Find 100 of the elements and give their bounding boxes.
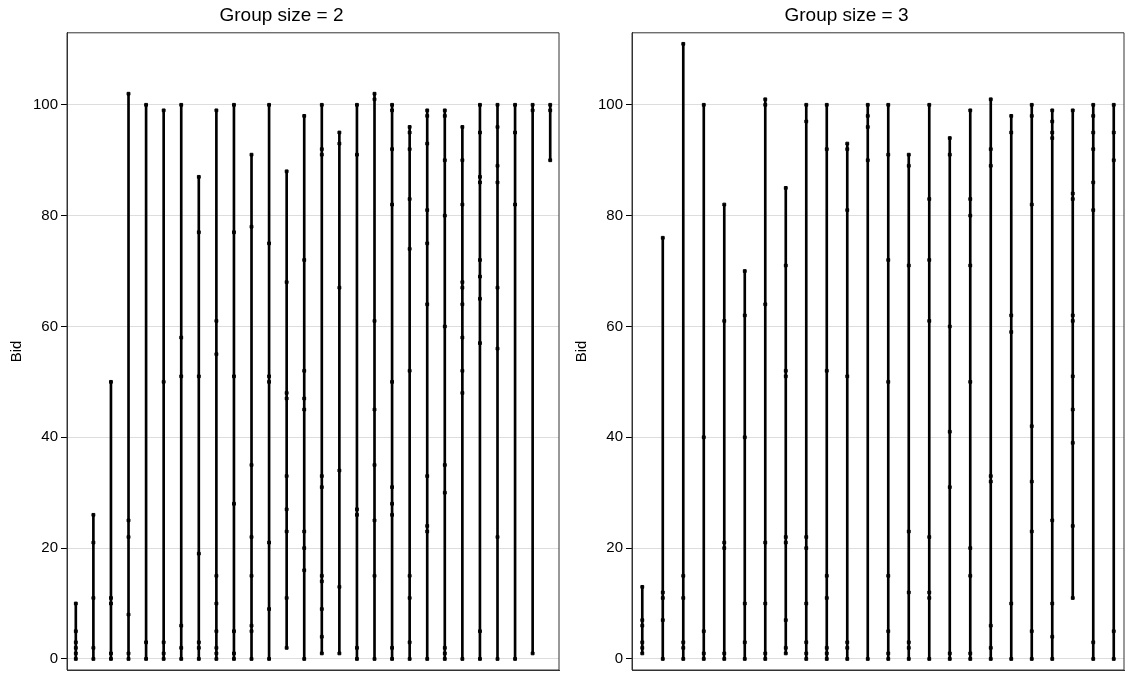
point <box>478 629 482 634</box>
point <box>763 102 768 107</box>
point <box>968 197 973 201</box>
point <box>126 657 131 661</box>
point <box>284 474 289 478</box>
point <box>109 596 113 600</box>
point <box>1029 529 1034 534</box>
point <box>73 657 78 661</box>
point <box>845 374 850 379</box>
y-tick-label: 80 <box>41 205 59 223</box>
point <box>267 102 271 107</box>
point <box>495 163 500 168</box>
point <box>73 640 78 645</box>
point <box>284 529 289 534</box>
point <box>1029 424 1034 429</box>
point <box>530 108 535 113</box>
bar <box>907 154 911 659</box>
point <box>968 108 973 113</box>
point <box>640 584 645 589</box>
point <box>372 407 377 412</box>
point <box>196 657 201 661</box>
point <box>1009 313 1014 318</box>
point <box>783 186 788 190</box>
point <box>179 335 184 340</box>
point <box>783 535 788 539</box>
point <box>460 285 465 290</box>
point <box>425 208 430 213</box>
bar <box>425 110 429 659</box>
point <box>460 368 465 373</box>
point <box>763 657 768 661</box>
point <box>783 540 788 545</box>
point <box>267 374 271 379</box>
point <box>390 379 394 384</box>
point <box>249 629 254 634</box>
bar <box>886 104 890 659</box>
point <box>249 623 254 628</box>
point <box>390 657 394 661</box>
bar <box>1112 104 1116 659</box>
point <box>249 657 254 661</box>
point <box>742 640 747 645</box>
point <box>126 535 131 539</box>
point <box>1029 202 1034 207</box>
point <box>722 319 727 323</box>
point <box>214 645 219 650</box>
point <box>513 202 517 207</box>
point <box>214 352 219 357</box>
point <box>460 335 465 340</box>
point <box>906 640 911 645</box>
point <box>91 645 96 650</box>
point <box>1029 114 1034 118</box>
point <box>1091 208 1096 213</box>
bar <box>461 126 464 659</box>
point <box>109 601 113 606</box>
point <box>1070 313 1075 318</box>
point <box>495 657 500 661</box>
point <box>681 41 686 46</box>
point <box>845 147 850 152</box>
point <box>845 640 850 645</box>
point <box>640 640 645 645</box>
point <box>640 618 645 623</box>
point <box>355 512 359 517</box>
point <box>495 180 500 185</box>
point <box>1091 640 1096 645</box>
y-tick-label: 20 <box>606 538 624 556</box>
point <box>407 596 412 600</box>
point <box>1111 629 1116 634</box>
point <box>161 651 166 656</box>
point <box>179 645 184 650</box>
point <box>968 546 973 551</box>
point <box>407 573 412 578</box>
point <box>372 319 377 323</box>
point <box>968 657 973 661</box>
point <box>232 374 236 379</box>
point <box>968 573 973 578</box>
point <box>1050 136 1055 140</box>
point <box>372 91 377 96</box>
point <box>1029 629 1034 634</box>
point <box>927 319 932 323</box>
point <box>478 130 482 135</box>
point <box>865 125 870 129</box>
point <box>284 396 289 401</box>
point <box>640 651 645 656</box>
point <box>530 651 535 656</box>
point <box>824 368 829 373</box>
point <box>460 391 465 395</box>
point <box>1091 130 1096 135</box>
point <box>284 645 289 650</box>
point <box>701 657 706 661</box>
point <box>478 180 482 185</box>
point <box>1091 114 1096 118</box>
point <box>783 618 788 623</box>
point <box>390 501 394 506</box>
point <box>109 657 113 661</box>
bar <box>948 137 952 659</box>
chart-title: Group size = 3 <box>784 3 909 25</box>
point <box>495 285 500 290</box>
point <box>179 623 184 628</box>
bar <box>215 110 218 659</box>
point <box>442 213 447 218</box>
point <box>865 114 870 118</box>
